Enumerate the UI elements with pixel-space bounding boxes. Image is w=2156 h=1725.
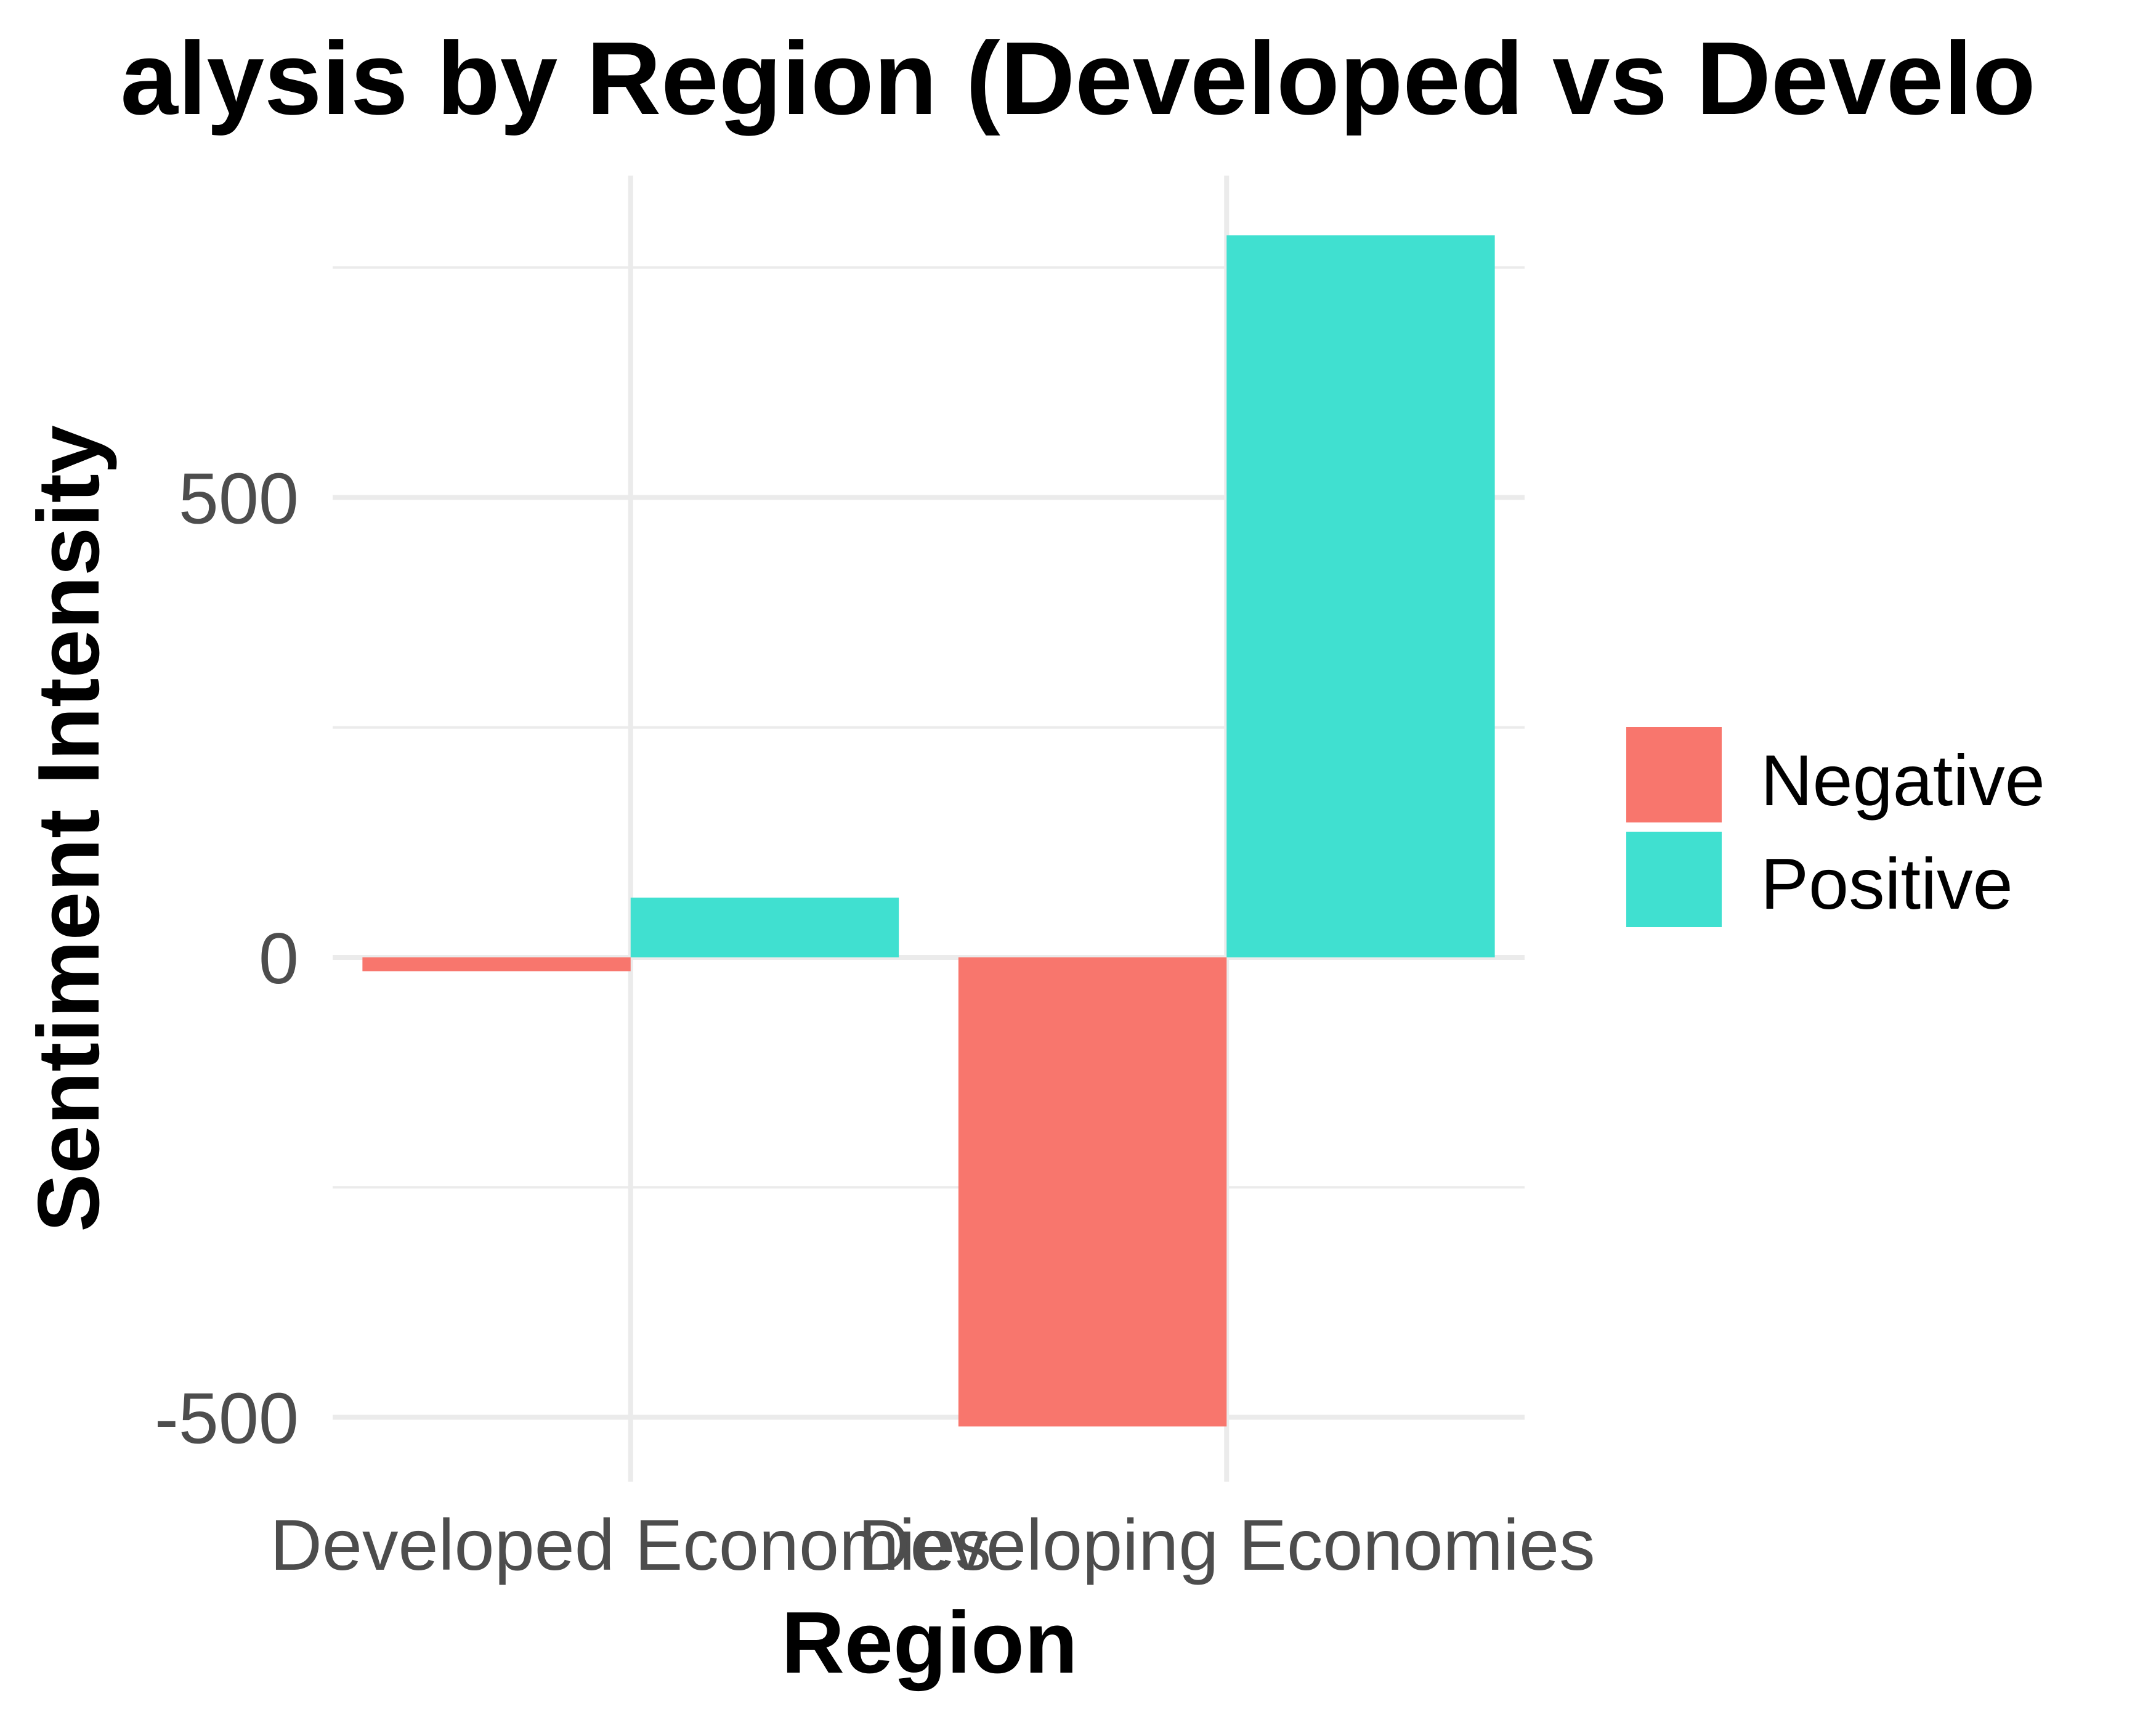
bar-positive <box>630 897 899 958</box>
x-axis-title: Region <box>781 1594 1077 1692</box>
y-tick-label: 500 <box>179 458 299 539</box>
y-axis-title: Sentiment Intensity <box>20 425 118 1232</box>
legend-label-negative: Negative <box>1761 740 2045 821</box>
x-tick-label: Developing Economies <box>858 1504 1595 1585</box>
legend-label-positive: Positive <box>1761 843 2013 924</box>
y-tick-label: -500 <box>155 1378 299 1458</box>
bar-negative <box>958 957 1227 1427</box>
legend: Negative Positive <box>1626 727 2045 927</box>
legend-swatch-negative <box>1626 727 1722 822</box>
y-tick-label: 0 <box>259 918 299 999</box>
bar-positive <box>1226 235 1495 958</box>
bar-negative <box>362 957 631 972</box>
bar-layer <box>362 235 1495 1427</box>
chart-title: alysis by Region (Developed vs Develo <box>120 20 2035 136</box>
legend-swatch-positive <box>1626 832 1722 927</box>
x-tick-label: Developed Economies <box>270 1504 991 1585</box>
